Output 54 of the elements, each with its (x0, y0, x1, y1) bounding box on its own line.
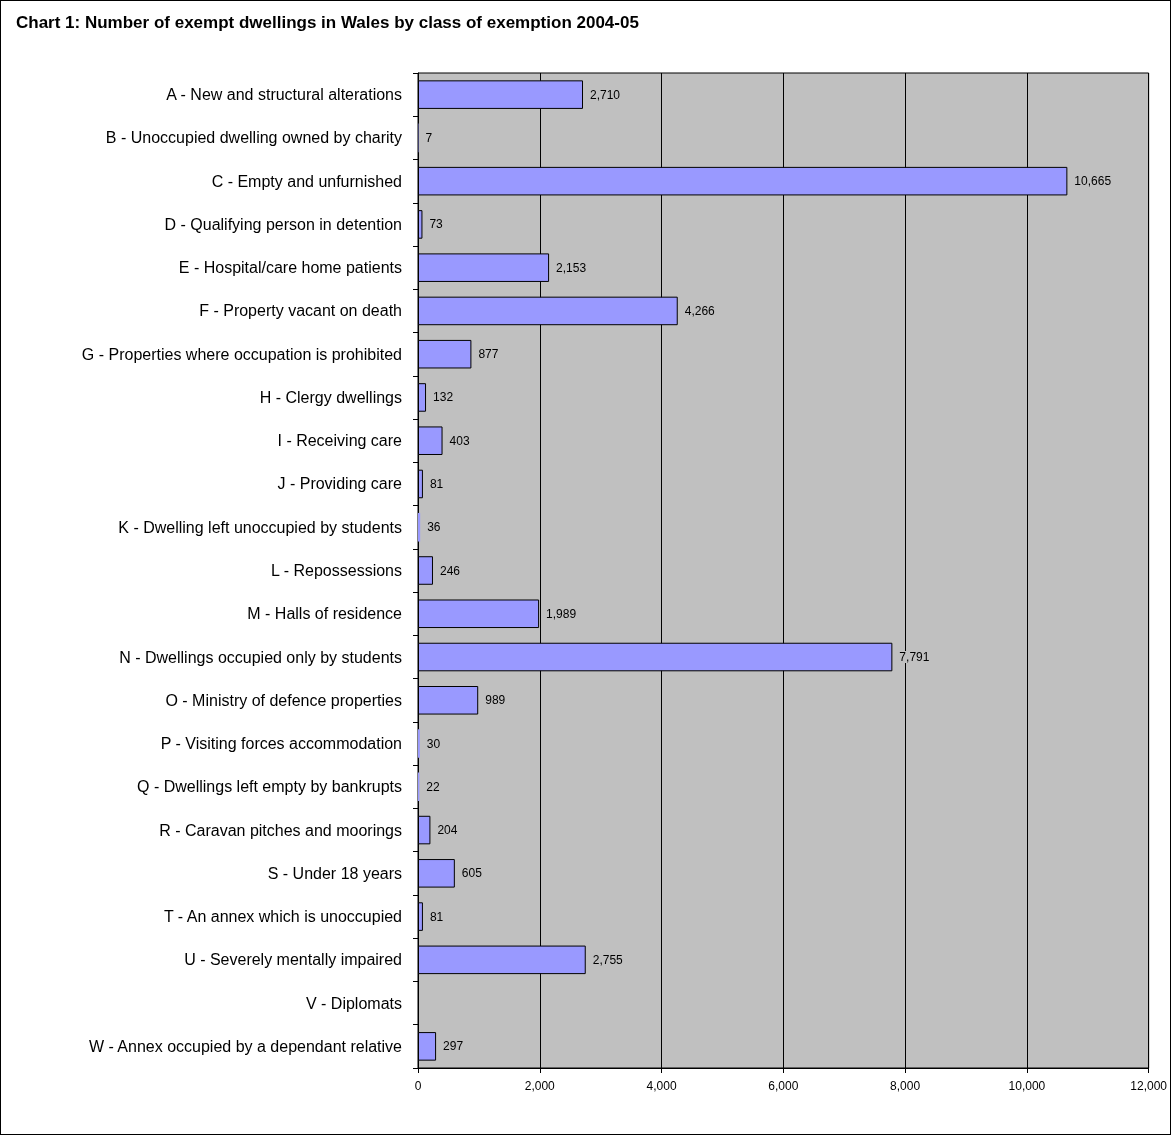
data-label: 605 (461, 866, 483, 881)
data-label: 1,989 (546, 606, 577, 621)
x-tick-label: 8,000 (890, 1079, 921, 1093)
y-tick-label: E - Hospital/care home patients (178, 259, 402, 277)
x-tick-label: 6,000 (768, 1079, 799, 1093)
y-tick-label: V - Diplomats (305, 994, 402, 1012)
data-label: 7 (425, 130, 433, 145)
y-tick-label: T - An annex which is unoccupied (163, 908, 402, 926)
y-tick-label: L - Repossessions (270, 562, 402, 579)
y-tick-label: K - Dwelling left unoccupied by students (118, 518, 402, 536)
data-label: 132 (433, 390, 454, 405)
data-label: 204 (437, 823, 458, 838)
data-label: 2,755 (592, 952, 624, 967)
data-label: 36 (427, 520, 441, 535)
y-tick-label: M - Halls of residence (247, 605, 403, 623)
y-tick-label: R - Caravan pitches and moorings (159, 821, 402, 839)
bar (418, 512, 421, 542)
data-label: 7,791 (899, 650, 930, 665)
y-tick-label: O - Ministry of defence properties (165, 691, 402, 709)
x-tick-label: 2,000 (524, 1079, 556, 1093)
data-label: 2,710 (590, 87, 621, 102)
x-tick-label: 4,000 (646, 1079, 677, 1093)
x-tick-label: 0 (414, 1079, 422, 1093)
x-tick-label: 12,000 (1130, 1079, 1168, 1093)
data-label: 10,665 (1074, 174, 1112, 189)
data-label: 73 (429, 217, 444, 232)
data-label: 22 (426, 779, 441, 794)
y-tick-label: B - Unoccupied dwelling owned by charity (105, 129, 402, 147)
x-tick-label: 10,000 (1008, 1079, 1046, 1093)
y-tick-label: F - Property vacant on death (199, 302, 402, 320)
data-label: 81 (429, 909, 444, 924)
y-tick-label: U - Severely mentally impaired (184, 951, 402, 969)
data-label: 81 (429, 476, 444, 491)
y-tick-label: G - Properties where occupation is prohibited (81, 345, 402, 363)
data-label: 877 (478, 347, 499, 362)
y-tick-label: S - Under 18 years (267, 864, 402, 882)
y-tick-label: W - Annex occupied by a dependant relative (88, 1037, 403, 1055)
y-tick-label: N - Dwellings occupied only by students (119, 648, 402, 666)
chart-title: Chart 1: Number of exempt dwellings in Wales by class of exemption 2004-05 (16, 13, 639, 32)
y-tick-label: Q - Dwellings left empty by bankrupts (137, 778, 402, 796)
y-tick-label: C - Empty and unfurnished (211, 172, 402, 190)
data-label: 246 (439, 563, 461, 578)
data-label: 4,266 (684, 303, 716, 318)
y-tick-label: I - Receiving care (277, 432, 403, 450)
data-label: 297 (443, 1039, 464, 1054)
data-label: 30 (426, 736, 441, 751)
y-tick-label: H - Clergy dwellings (259, 388, 402, 406)
y-tick-label: D - Qualifying person in detention (164, 215, 402, 233)
y-tick-label: P - Visiting forces accommodation (160, 735, 402, 753)
data-label: 989 (485, 693, 506, 708)
y-tick-label: A - New and structural alterations (166, 86, 402, 104)
data-label: 2,153 (556, 260, 587, 275)
y-tick-label: J - Providing care (277, 475, 403, 493)
data-label: 403 (449, 433, 470, 448)
